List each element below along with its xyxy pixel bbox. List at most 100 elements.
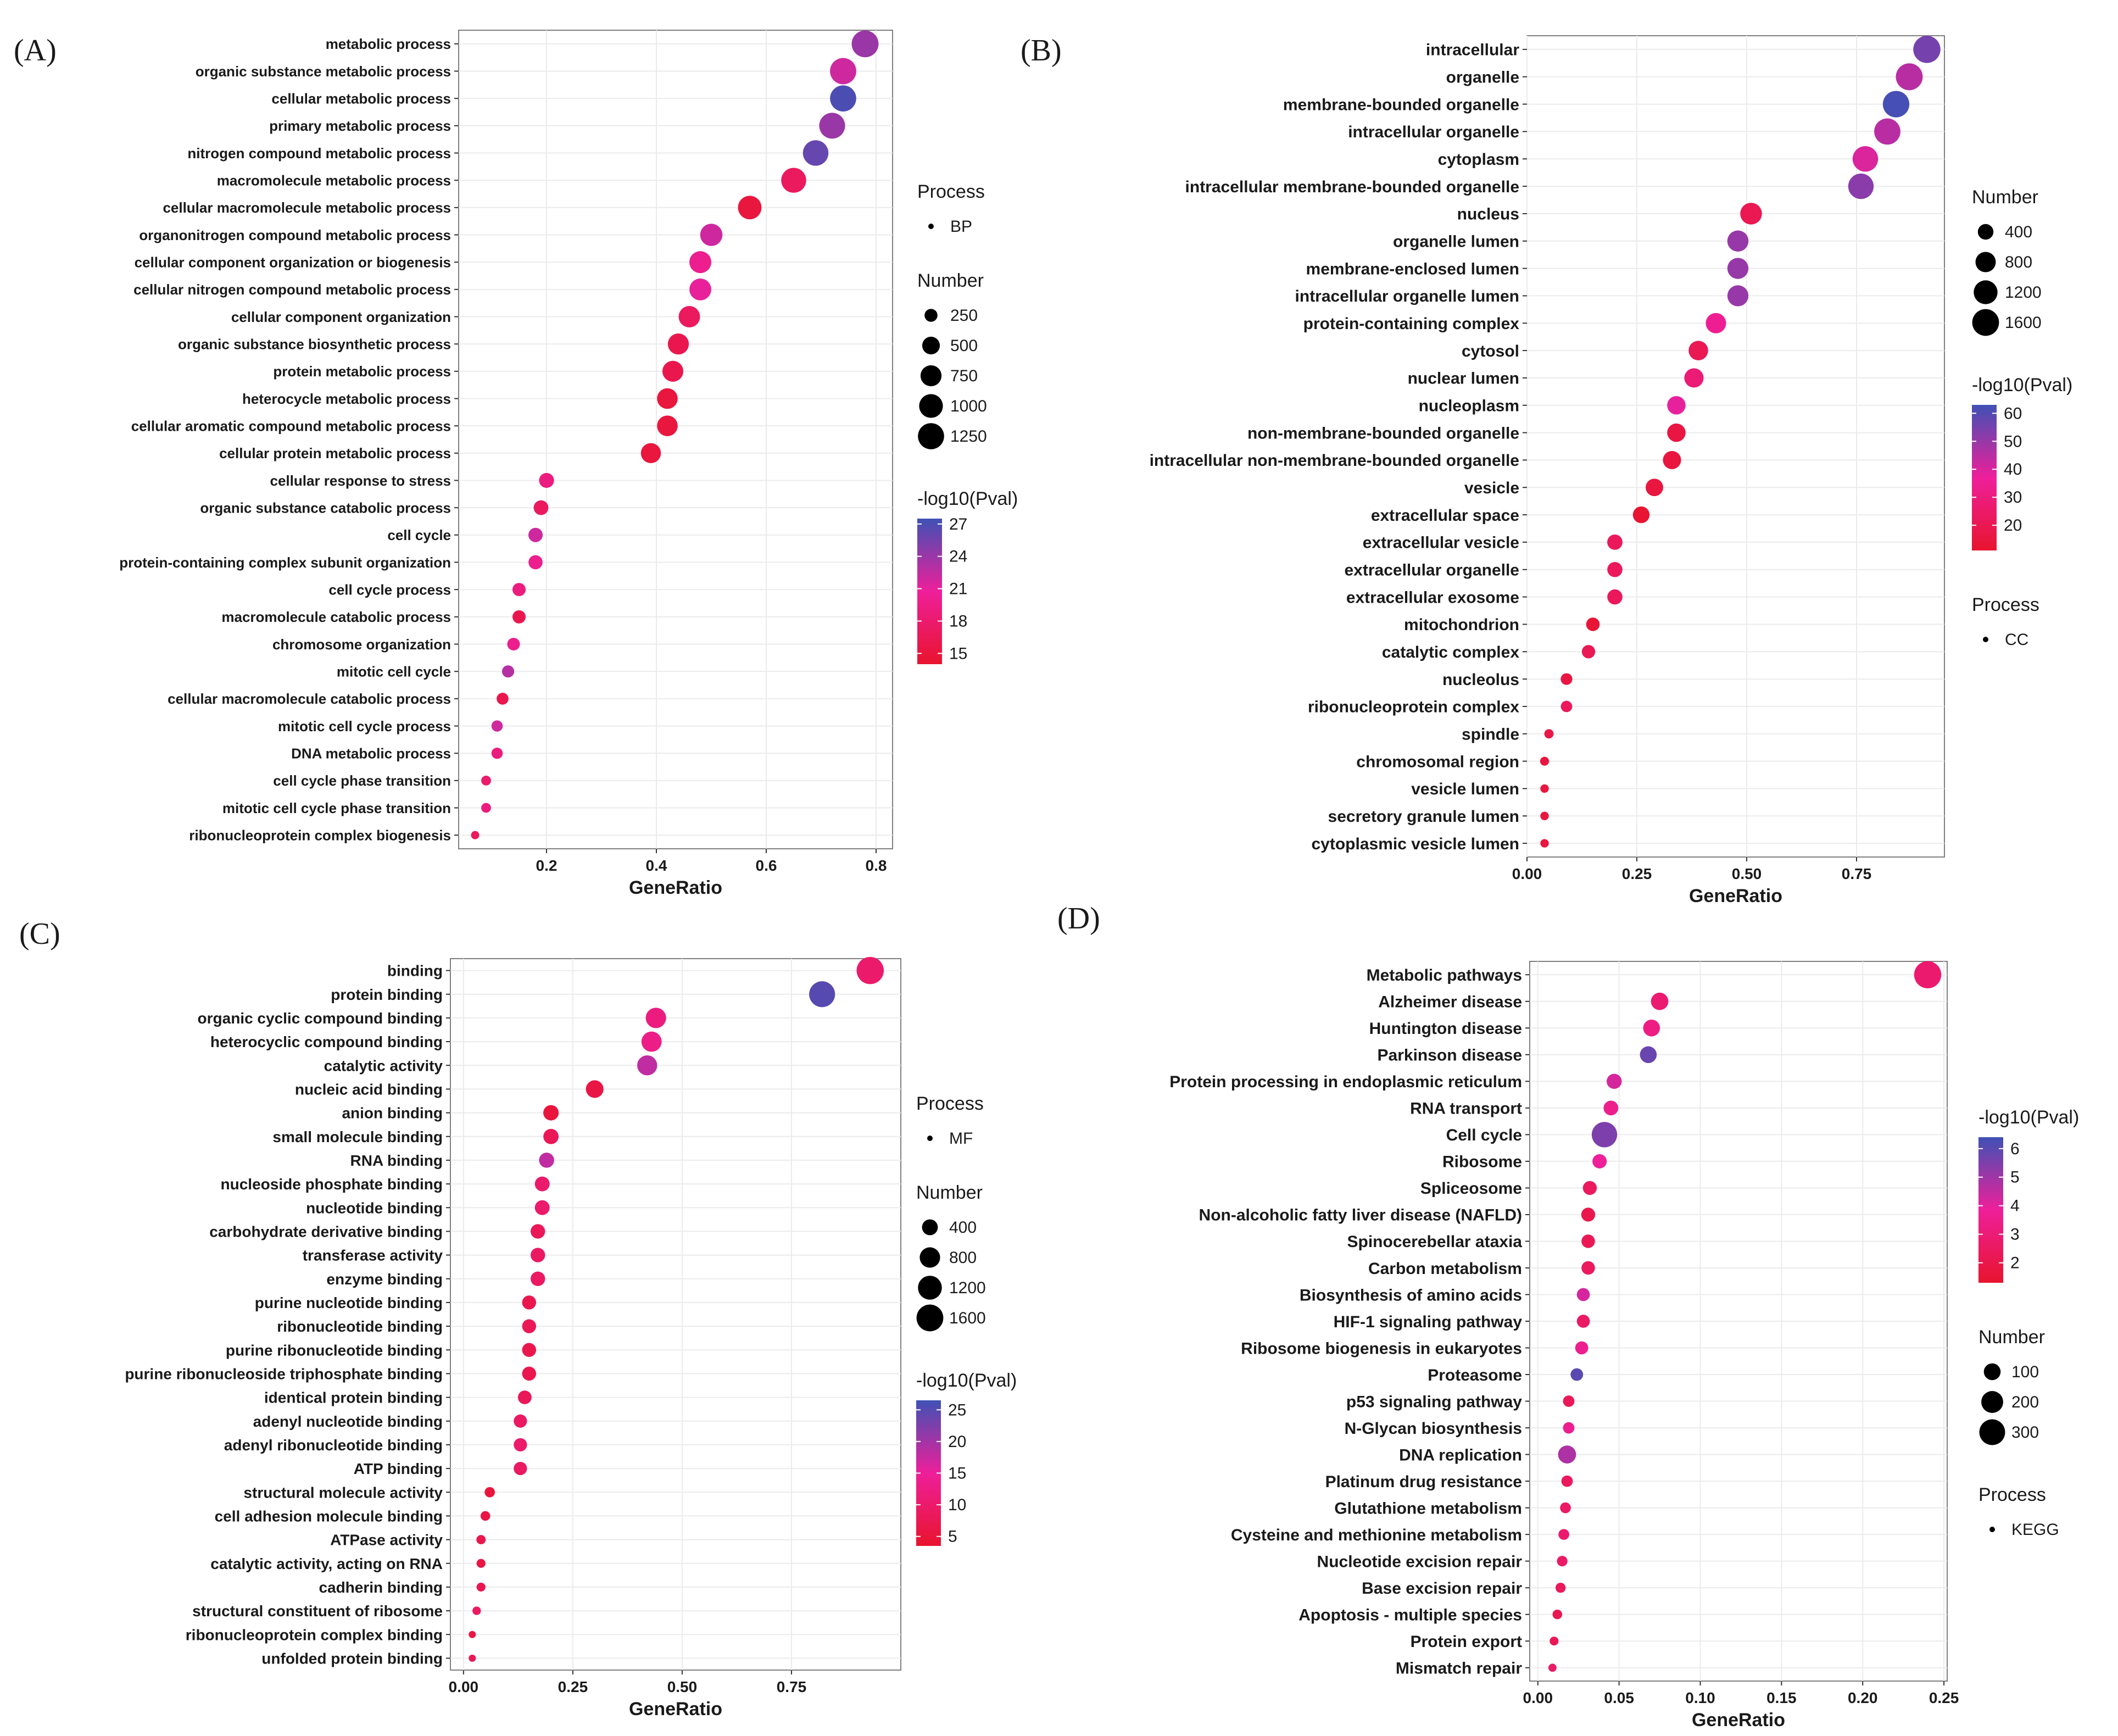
y-tick-label: cellular component organization or bioge… xyxy=(135,254,451,271)
legend-size-label: 1600 xyxy=(949,1309,986,1327)
data-point xyxy=(802,140,829,166)
panel-b: (B) intracellular organelle membrane-bounde… xyxy=(1021,34,2072,906)
legend-colorbar-label: 2 xyxy=(2010,1254,2020,1272)
y-tick-label: Biosynthesis of amino acids xyxy=(1300,1286,1522,1304)
y-tick-label: binding xyxy=(387,962,443,980)
y-tick-label: Glutathione metabolism xyxy=(1334,1499,1522,1517)
x-tick-label: 0.2 xyxy=(536,857,558,874)
data-point xyxy=(1540,784,1549,793)
legend-colorbar-label: 6 xyxy=(2010,1140,2020,1158)
y-tick-label: mitotic cell cycle phase transition xyxy=(222,800,451,816)
x-tick-label: 0.20 xyxy=(1848,1689,1878,1706)
data-point xyxy=(1570,1368,1584,1381)
y-tick-label: spindle xyxy=(1462,726,1519,744)
legend-size-label: 400 xyxy=(2005,223,2032,241)
data-point xyxy=(1581,1234,1595,1248)
data-point xyxy=(1560,673,1573,685)
data-point xyxy=(667,333,689,355)
legend-size-dot xyxy=(918,1276,942,1300)
y-tick-label: Ribosome biogenesis in eukaryotes xyxy=(1241,1339,1522,1357)
data-point xyxy=(534,1176,550,1192)
y-tick-label: cellular macromolecule metabolic process xyxy=(163,199,451,216)
x-tick-label: 0.05 xyxy=(1604,1689,1634,1706)
data-point xyxy=(1581,1261,1595,1275)
data-point xyxy=(533,500,549,515)
legend-colorbar-label: 24 xyxy=(949,548,967,566)
data-point xyxy=(501,665,515,678)
y-tick-label: catalytic activity, acting on RNA xyxy=(210,1555,443,1572)
data-point xyxy=(1607,534,1623,550)
y-tick-label: organelle lumen xyxy=(1393,233,1519,251)
legend-size-label: 300 xyxy=(2011,1423,2039,1442)
data-point xyxy=(1705,313,1726,333)
y-tick-label: extracellular vesicle xyxy=(1363,534,1519,552)
legend-size-label: 250 xyxy=(950,307,978,325)
y-tick-label: cell adhesion molecule binding xyxy=(215,1507,443,1524)
data-point xyxy=(514,1438,527,1452)
legend-colorbar-label: 5 xyxy=(948,1528,957,1546)
data-point xyxy=(1581,645,1596,659)
legend-size-dot xyxy=(919,394,943,418)
panel-label: (A) xyxy=(14,34,57,68)
y-tick-label: Platinum drug resistance xyxy=(1325,1473,1522,1491)
data-point xyxy=(543,1105,559,1121)
y-tick-label: vesicle lumen xyxy=(1411,780,1519,798)
legend-process-dot xyxy=(1989,1527,1995,1532)
legend-size-label: 200 xyxy=(2011,1393,2039,1411)
data-point xyxy=(1582,1181,1597,1195)
y-tick-label: Metabolic pathways xyxy=(1367,966,1522,984)
data-point xyxy=(1607,589,1623,605)
x-tick-label: 0.6 xyxy=(756,857,777,874)
data-point xyxy=(1727,285,1749,307)
data-point xyxy=(497,693,509,705)
legend-size-label: 800 xyxy=(2005,253,2032,271)
data-point xyxy=(1727,258,1749,279)
data-point xyxy=(522,1295,537,1310)
legend-process-label: BP xyxy=(950,218,972,236)
y-tick-label: membrane-bounded organelle xyxy=(1283,96,1519,114)
y-tick-label: membrane-enclosed lumen xyxy=(1306,260,1519,278)
legend-process-dot xyxy=(1983,637,1988,642)
data-point xyxy=(507,637,520,651)
y-tick-label: intracellular membrane-bounded organelle xyxy=(1185,178,1519,196)
legend-number-title: Number xyxy=(1978,1327,2045,1348)
y-tick-label: N-Glycan biosynthesis xyxy=(1345,1420,1522,1438)
legend-size-dot xyxy=(1972,309,1999,336)
legend-size-dot xyxy=(916,1304,944,1332)
data-point xyxy=(1727,230,1749,252)
legend-colorbar-label: 5 xyxy=(2010,1169,2020,1187)
legend-size-dot xyxy=(924,309,938,322)
y-tick-label: cellular nitrogen compound metabolic pro… xyxy=(133,281,451,298)
data-point xyxy=(1643,1020,1660,1037)
y-tick-label: extracellular organelle xyxy=(1345,561,1520,580)
legend-colorbar-label: 15 xyxy=(948,1465,966,1483)
legend-size-dot xyxy=(1983,1363,2001,1381)
legend-colorbar xyxy=(917,519,942,664)
data-point xyxy=(851,30,879,58)
y-tick-label: ribonucleoprotein complex xyxy=(1308,698,1519,716)
y-tick-label: Apoptosis - multiple species xyxy=(1298,1606,1522,1624)
y-tick-label: nuclear lumen xyxy=(1408,370,1519,388)
data-point xyxy=(1651,992,1669,1010)
x-tick-label: 0.50 xyxy=(667,1678,698,1695)
y-tick-label: Non-alcoholic fatty liver disease (NAFLD… xyxy=(1199,1206,1522,1225)
data-point xyxy=(531,1248,545,1262)
data-point xyxy=(1914,961,1942,988)
legend-size-dot xyxy=(922,1219,938,1236)
y-tick-label: Cell cycle xyxy=(1446,1126,1522,1144)
y-tick-label: Nucleotide excision repair xyxy=(1317,1553,1523,1571)
legend-size-label: 750 xyxy=(950,367,978,385)
legend-size-label: 100 xyxy=(2011,1363,2039,1381)
legend-colorbar-label: 25 xyxy=(948,1401,966,1419)
legend-process-title: Process xyxy=(917,181,985,202)
data-point xyxy=(539,472,554,488)
legend-process-label: CC xyxy=(2005,631,2028,649)
y-tick-label: cadherin binding xyxy=(319,1579,443,1596)
y-tick-label: p53 signaling pathway xyxy=(1346,1393,1522,1411)
legend-size-dot xyxy=(1977,224,1994,240)
y-tick-label: Ribosome xyxy=(1442,1153,1522,1171)
plot-frame xyxy=(458,30,893,849)
data-point xyxy=(1882,91,1910,118)
legend-process-title: Process xyxy=(1978,1484,2046,1505)
